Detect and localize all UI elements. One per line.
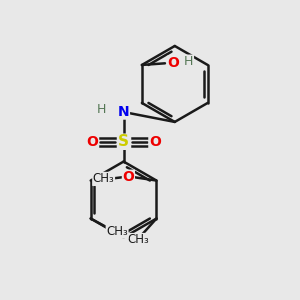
- Text: CH₃: CH₃: [106, 225, 128, 238]
- Text: H: H: [96, 103, 106, 116]
- Text: O: O: [149, 135, 161, 149]
- Text: S: S: [118, 134, 129, 149]
- Text: N: N: [118, 105, 129, 119]
- Text: O: O: [167, 56, 179, 70]
- Text: O: O: [86, 135, 98, 149]
- Text: O: O: [122, 170, 134, 184]
- Text: H: H: [184, 55, 194, 68]
- Text: CH₃: CH₃: [128, 233, 149, 247]
- Text: CH₃: CH₃: [93, 172, 115, 185]
